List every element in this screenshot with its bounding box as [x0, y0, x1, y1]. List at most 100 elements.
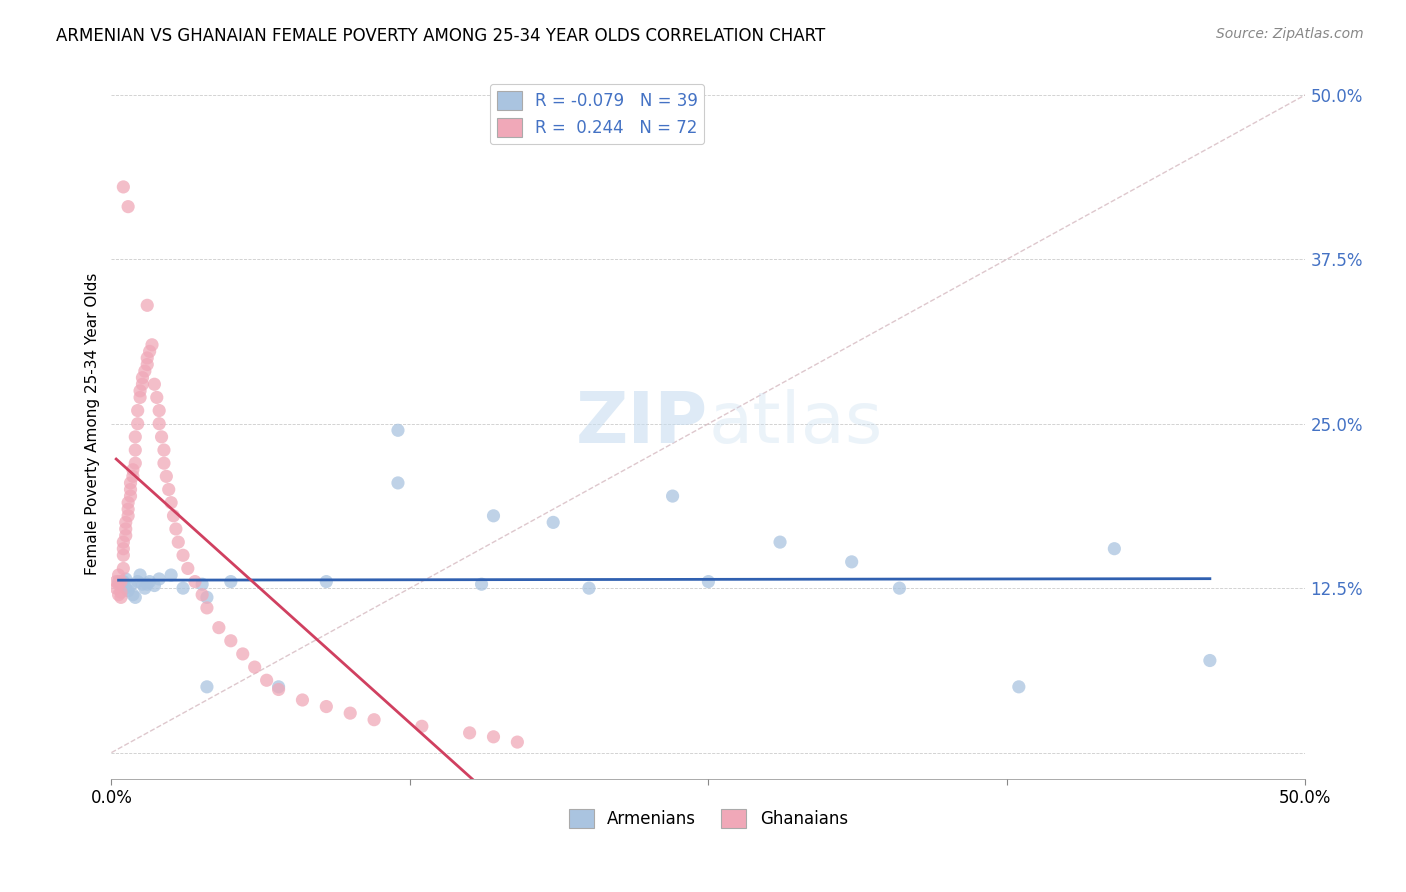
Point: [165, 522, 187, 536]
Point: [136, 298, 159, 312]
Point: [124, 456, 146, 470]
Point: [232, 647, 254, 661]
Point: [411, 719, 433, 733]
Text: ZIP: ZIP: [576, 389, 709, 458]
Point: [110, 585, 132, 599]
Point: [191, 577, 214, 591]
Point: [256, 673, 278, 688]
Point: [387, 475, 409, 490]
Point: [1199, 653, 1222, 667]
Point: [153, 443, 176, 458]
Point: [141, 338, 163, 352]
Point: [110, 577, 132, 591]
Point: [506, 735, 529, 749]
Point: [541, 516, 564, 530]
Point: [136, 351, 159, 365]
Point: [127, 403, 149, 417]
Point: [117, 583, 139, 598]
Text: Source: ZipAtlas.com: Source: ZipAtlas.com: [1216, 27, 1364, 41]
Point: [117, 502, 139, 516]
Point: [191, 588, 214, 602]
Point: [114, 572, 136, 586]
Point: [195, 591, 218, 605]
Point: [458, 726, 481, 740]
Point: [122, 469, 145, 483]
Point: [162, 508, 184, 523]
Point: [127, 417, 149, 431]
Point: [482, 730, 505, 744]
Point: [267, 680, 290, 694]
Point: [243, 660, 266, 674]
Legend: Armenians, Ghanaians: Armenians, Ghanaians: [562, 802, 855, 835]
Point: [124, 591, 146, 605]
Point: [148, 572, 170, 586]
Point: [117, 200, 139, 214]
Point: [112, 535, 135, 549]
Point: [138, 574, 160, 589]
Point: [110, 591, 132, 605]
Point: [148, 403, 170, 417]
Point: [107, 568, 129, 582]
Point: [143, 578, 166, 592]
Point: [114, 522, 136, 536]
Point: [127, 574, 149, 589]
Point: [315, 574, 337, 589]
Point: [769, 535, 792, 549]
Point: [122, 463, 145, 477]
Point: [136, 358, 159, 372]
Point: [134, 364, 156, 378]
Text: atlas: atlas: [709, 389, 883, 458]
Point: [129, 391, 152, 405]
Point: [114, 528, 136, 542]
Point: [117, 508, 139, 523]
Point: [172, 581, 194, 595]
Point: [155, 469, 177, 483]
Point: [107, 574, 129, 589]
Point: [107, 588, 129, 602]
Point: [167, 535, 190, 549]
Point: [143, 377, 166, 392]
Point: [124, 443, 146, 458]
Point: [387, 423, 409, 437]
Text: ARMENIAN VS GHANAIAN FEMALE POVERTY AMONG 25-34 YEAR OLDS CORRELATION CHART: ARMENIAN VS GHANAIAN FEMALE POVERTY AMON…: [56, 27, 825, 45]
Point: [107, 577, 129, 591]
Point: [153, 456, 176, 470]
Point: [124, 430, 146, 444]
Point: [146, 391, 169, 405]
Point: [184, 574, 207, 589]
Point: [131, 370, 153, 384]
Point: [120, 483, 142, 497]
Point: [160, 568, 183, 582]
Point: [110, 574, 132, 589]
Point: [219, 633, 242, 648]
Y-axis label: Female Poverty Among 25-34 Year Olds: Female Poverty Among 25-34 Year Olds: [86, 273, 100, 575]
Point: [697, 574, 720, 589]
Point: [105, 574, 128, 589]
Point: [157, 483, 180, 497]
Point: [1104, 541, 1126, 556]
Point: [889, 581, 911, 595]
Point: [122, 588, 145, 602]
Point: [131, 577, 153, 591]
Point: [105, 581, 128, 595]
Point: [661, 489, 683, 503]
Point: [138, 344, 160, 359]
Point: [195, 600, 218, 615]
Point: [578, 581, 600, 595]
Point: [134, 581, 156, 595]
Point: [219, 574, 242, 589]
Point: [150, 430, 173, 444]
Point: [470, 577, 492, 591]
Point: [208, 621, 231, 635]
Point: [267, 682, 290, 697]
Point: [482, 508, 505, 523]
Point: [114, 516, 136, 530]
Point: [315, 699, 337, 714]
Point: [291, 693, 314, 707]
Point: [112, 541, 135, 556]
Point: [117, 496, 139, 510]
Point: [131, 377, 153, 392]
Point: [112, 574, 135, 589]
Point: [177, 561, 200, 575]
Point: [841, 555, 863, 569]
